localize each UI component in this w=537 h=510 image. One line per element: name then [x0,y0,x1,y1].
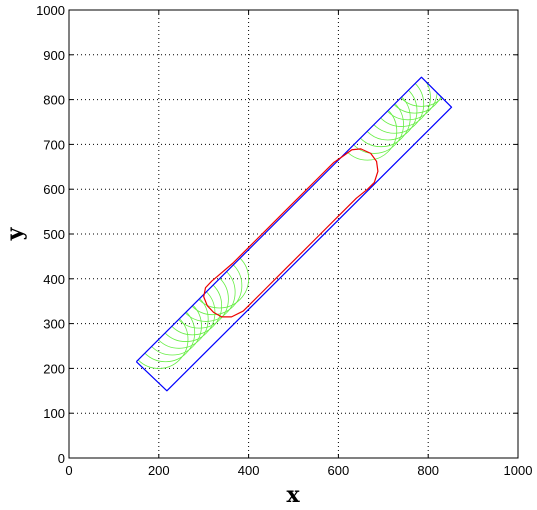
axis-ticks [68,9,519,459]
tick-labels: 0 200 400 600 800 1000 0 100 200 300 400 500 600 700 8… [36,3,532,478]
x-axis-label: x [286,482,300,508]
x-tick-label: 0 [65,463,72,478]
y-tick-label: 400 [43,272,65,287]
x-tick-label: 800 [417,463,439,478]
y-tick-label: 900 [43,48,65,63]
inner-contour-line [203,148,379,318]
y-tick-label: 600 [43,182,65,197]
x-tick-label: 400 [238,463,260,478]
axes-frame [68,9,519,459]
y-tick-label: 200 [43,361,65,376]
x-tick-label: 1000 [504,463,533,478]
y-axis-label: y [2,226,28,241]
grid-lines [69,10,518,458]
y-tick-label: 800 [43,93,65,108]
y-tick-label: 1000 [36,3,65,18]
x-tick-label: 600 [328,463,350,478]
y-tick-label: 700 [43,137,65,152]
x-tick-label: 200 [148,463,170,478]
y-tick-label: 100 [43,406,65,421]
boundary-rectangle-line [135,76,453,392]
y-tick-label: 500 [43,227,65,242]
y-tick-label: 300 [43,317,65,332]
y-tick-label: 0 [58,451,65,466]
